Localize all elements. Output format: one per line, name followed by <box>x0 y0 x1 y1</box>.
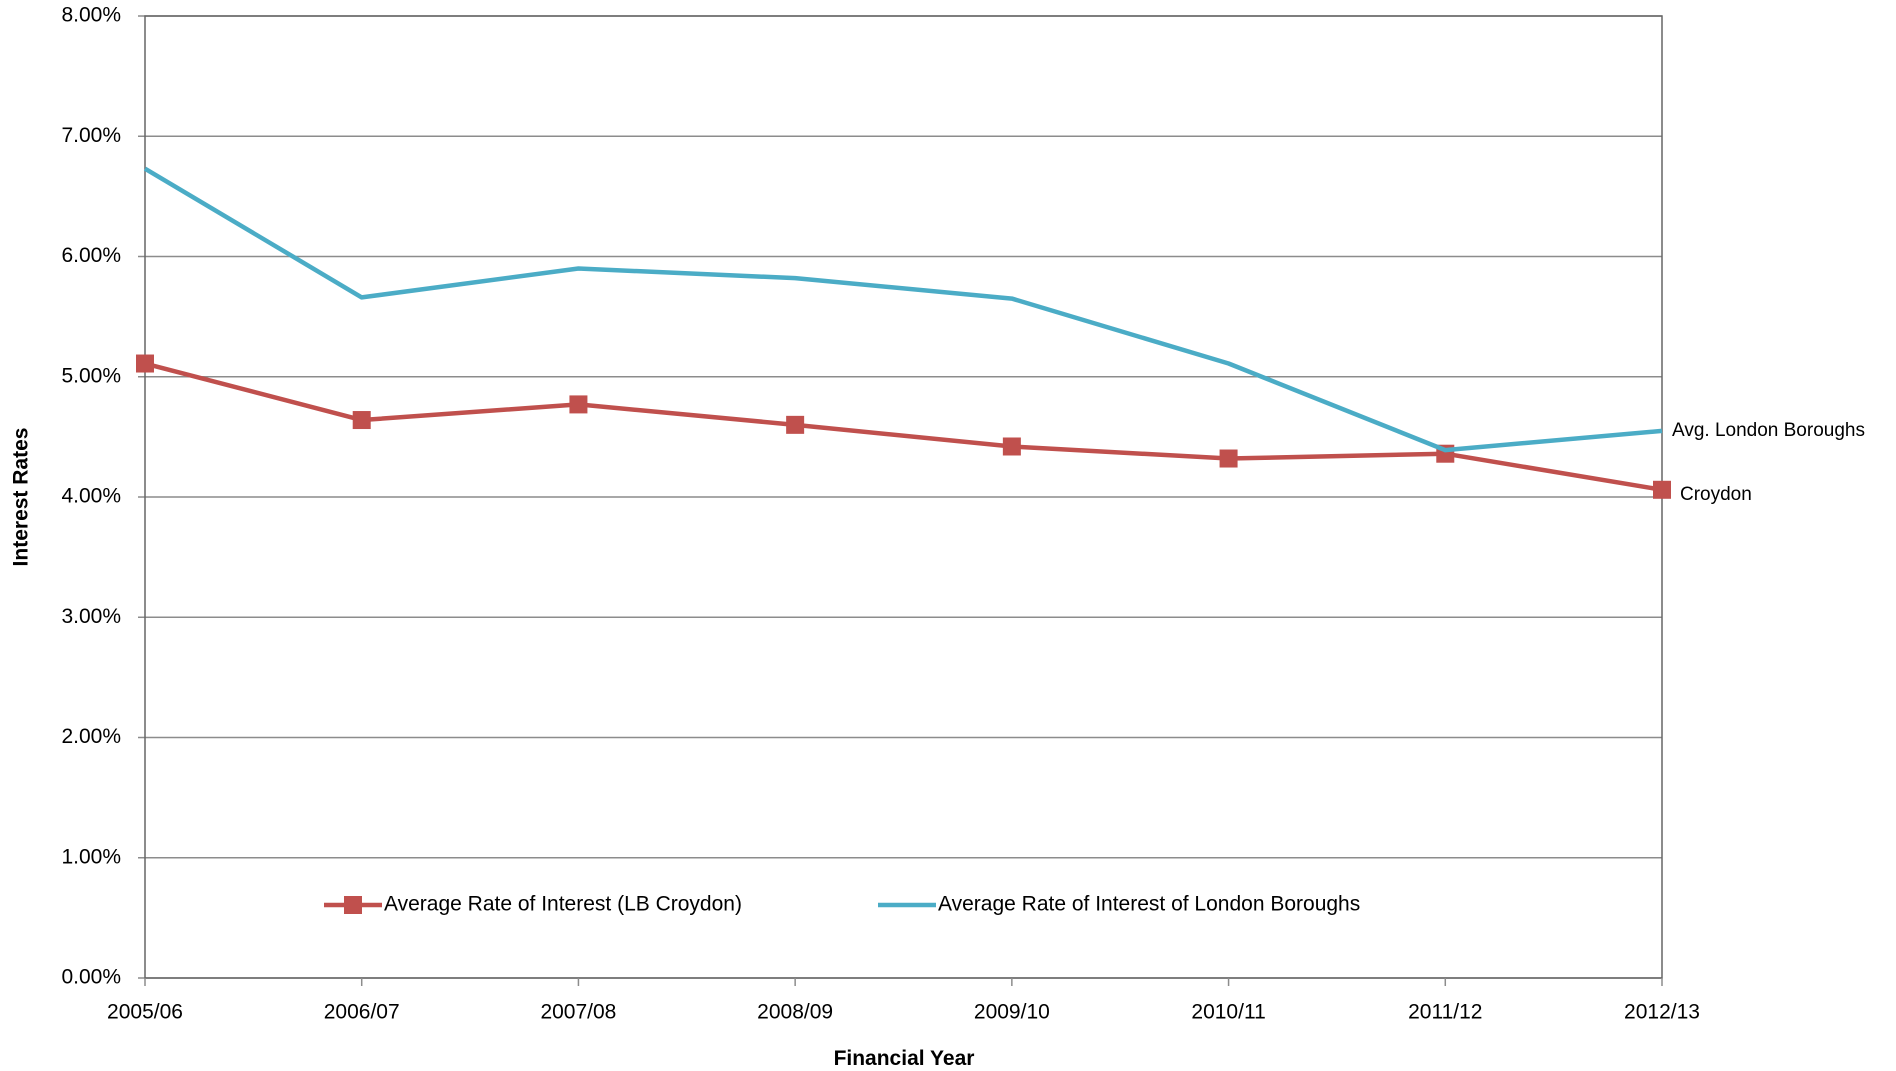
x-tick-label: 2005/06 <box>107 1001 183 1024</box>
y-tick-label: 2.00% <box>61 725 121 748</box>
series-line <box>144 361 1663 493</box>
marker <box>1219 449 1238 468</box>
y-axis-title: Interest Rates <box>10 428 33 567</box>
x-tick-label: 2011/12 <box>1408 1001 1482 1024</box>
y-tick-label: 5.00% <box>61 364 121 387</box>
marker <box>569 395 588 414</box>
marker <box>352 411 371 430</box>
legend-label: Average Rate of Interest (LB Croydon) <box>384 893 742 916</box>
x-tick-label: 2008/09 <box>757 1001 833 1024</box>
y-tick-label: 7.00% <box>61 124 121 147</box>
x-tick-label: 2012/13 <box>1624 1001 1700 1024</box>
y-tick-label: 3.00% <box>61 605 121 628</box>
end-label: Avg. London Boroughs <box>1672 420 1865 441</box>
y-tick-label: 0.00% <box>61 966 121 989</box>
x-tick-label: 2006/07 <box>324 1001 400 1024</box>
y-tick-label: 1.00% <box>61 845 121 868</box>
y-tick-label: 4.00% <box>61 485 121 508</box>
series-line <box>143 166 1663 453</box>
x-tick-label: 2007/08 <box>540 1001 616 1024</box>
marker <box>136 354 154 373</box>
x-tick-label: 2010/11 <box>1191 1001 1265 1024</box>
legend-marker <box>344 896 362 914</box>
marker <box>1653 480 1671 499</box>
marker <box>1002 437 1021 456</box>
marker <box>786 415 805 434</box>
legend-label: Average Rate of Interest of London Borou… <box>938 893 1360 916</box>
x-axis-title: Financial Year <box>834 1047 975 1070</box>
y-tick-label: 6.00% <box>61 244 121 267</box>
x-tick-label: 2009/10 <box>974 1001 1050 1024</box>
y-tick-label: 8.00% <box>61 4 121 27</box>
end-label: Croydon <box>1680 484 1752 505</box>
